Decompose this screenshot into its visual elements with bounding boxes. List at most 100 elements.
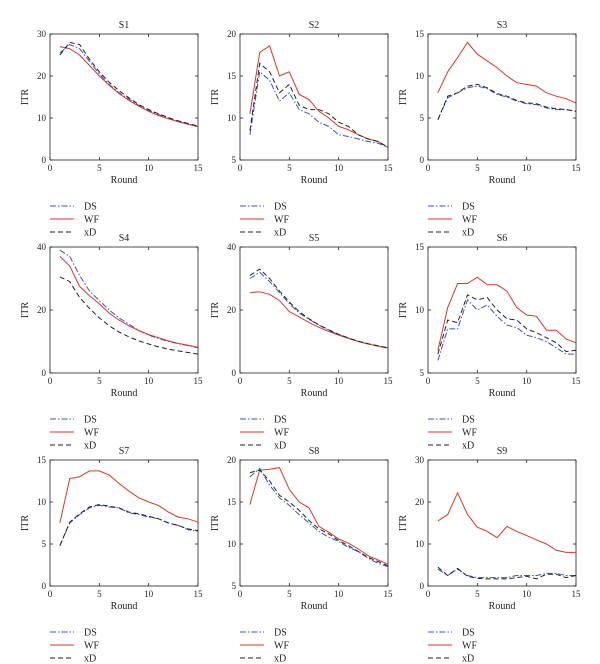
x-axis-label: Round	[301, 388, 328, 399]
x-tick-label: 10	[144, 589, 154, 599]
series-line-wf	[437, 276, 577, 351]
y-tick-label: 10	[415, 305, 425, 315]
legend-label-ds: DS	[274, 202, 287, 213]
y-axis-label: ITR	[398, 515, 409, 531]
y-tick-label: 40	[37, 242, 47, 252]
legend-label-xd: xD	[274, 441, 286, 452]
series-line-xd	[437, 294, 577, 355]
series-line-wf	[249, 291, 389, 349]
plot-frame	[49, 459, 199, 587]
x-tick-label: 10	[334, 376, 344, 386]
legend-label-wf: WF	[462, 641, 477, 652]
chart-s3: S3 0 5 10 15 0 5 10 15 Round ITR DS WF xD	[398, 20, 581, 239]
legend-label-xd: xD	[274, 654, 286, 664]
y-tick-label: 15	[37, 455, 47, 465]
y-tick-label: 0	[420, 581, 425, 591]
x-tick-label: 10	[144, 376, 154, 386]
series-line-ds	[59, 249, 199, 349]
x-tick-label: 0	[48, 163, 53, 173]
y-tick-label: 0	[232, 368, 237, 378]
series-line-ds	[249, 271, 389, 349]
x-tick-label: 15	[572, 376, 582, 386]
x-axis-label: Round	[301, 175, 328, 186]
x-tick-label: 10	[334, 589, 344, 599]
x-tick-label: 5	[287, 163, 292, 173]
y-axis-label: ITR	[398, 89, 409, 105]
x-axis-label: Round	[489, 601, 516, 612]
legend-label-wf: WF	[462, 215, 477, 226]
legend-label-wf: WF	[274, 428, 289, 439]
chart-title: S3	[497, 20, 508, 31]
series-line-ds	[437, 568, 576, 579]
plot-frame	[427, 459, 577, 587]
chart-title: S1	[119, 20, 130, 31]
legend-label-xd: xD	[462, 228, 474, 239]
x-tick-label: 0	[238, 163, 243, 173]
y-tick-label: 20	[227, 305, 237, 315]
y-tick-label: 10	[37, 113, 47, 123]
legend-label-xd: xD	[274, 228, 286, 239]
x-tick-label: 10	[144, 163, 154, 173]
chart-s5: S5 0 5 10 15 0 20 40 Round ITR DS WF xD	[210, 233, 393, 452]
x-tick-label: 15	[384, 376, 394, 386]
x-axis-label: Round	[111, 601, 138, 612]
chart-s9: S9 0 5 10 15 0 10 20 30 Round ITR DS WF xD	[398, 446, 581, 664]
series-line-wf	[59, 46, 199, 128]
chart-title: S9	[497, 446, 508, 457]
plot-frame	[239, 33, 389, 161]
y-tick-label: 10	[415, 539, 425, 549]
x-tick-label: 5	[475, 163, 480, 173]
y-tick-label: 10	[415, 71, 425, 81]
legend-label-ds: DS	[274, 415, 287, 426]
legend-label-xd: xD	[84, 228, 96, 239]
x-tick-label: 0	[426, 163, 431, 173]
x-tick-label: 5	[97, 376, 102, 386]
y-tick-label: 20	[227, 455, 237, 465]
series-line-wf	[59, 470, 199, 524]
series-line-ds	[437, 298, 576, 361]
legend-label-wf: WF	[274, 215, 289, 226]
y-tick-label: 10	[227, 113, 237, 123]
legend-label-wf: WF	[274, 641, 289, 652]
x-axis-label: Round	[111, 175, 138, 186]
y-tick-label: 40	[227, 242, 237, 252]
y-axis-label: ITR	[210, 89, 221, 105]
y-tick-label: 0	[420, 155, 425, 165]
plot-frame	[49, 246, 199, 374]
legend-label-ds: DS	[84, 415, 97, 426]
y-tick-label: 20	[415, 497, 425, 507]
series-line-xd	[59, 503, 199, 546]
chart-s4: S4 0 5 10 15 0 20 40 Round ITR DS WF xD	[20, 233, 203, 452]
series-line-xd	[437, 83, 577, 120]
legend-label-ds: DS	[274, 628, 287, 639]
series-line-ds	[249, 467, 389, 568]
legend-label-ds: DS	[462, 415, 475, 426]
x-tick-label: 0	[426, 589, 431, 599]
x-tick-label: 15	[384, 589, 394, 599]
x-tick-label: 10	[522, 376, 532, 386]
series-line-xd	[59, 41, 199, 127]
y-tick-label: 15	[227, 497, 237, 507]
y-tick-label: 0	[42, 581, 47, 591]
legend-label-xd: xD	[462, 441, 474, 452]
x-tick-label: 0	[48, 376, 53, 386]
plot-frame	[427, 246, 577, 374]
chart-title: S6	[497, 233, 508, 244]
x-tick-label: 10	[522, 589, 532, 599]
x-tick-label: 5	[287, 376, 292, 386]
x-axis-label: Round	[301, 601, 328, 612]
chart-s7: S7 0 5 10 15 0 5 10 15 Round ITR DS WF xD	[20, 446, 203, 664]
x-tick-label: 10	[522, 163, 532, 173]
y-axis-label: ITR	[398, 302, 409, 318]
y-tick-label: 20	[37, 71, 47, 81]
series-line-ds	[249, 70, 389, 148]
y-tick-label: 15	[415, 29, 425, 39]
y-axis-label: ITR	[20, 89, 31, 105]
chart-title: S2	[309, 20, 320, 31]
y-axis-label: ITR	[210, 302, 221, 318]
x-tick-label: 5	[475, 589, 480, 599]
